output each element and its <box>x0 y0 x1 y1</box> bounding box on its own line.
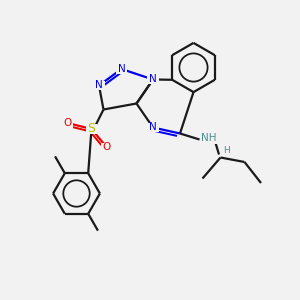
Text: H: H <box>223 146 230 155</box>
Text: NH: NH <box>201 133 216 143</box>
Text: N: N <box>95 80 103 91</box>
Text: S: S <box>88 122 95 136</box>
Bar <box>62 118 73 127</box>
Bar <box>222 147 231 155</box>
Text: N: N <box>118 64 125 74</box>
Bar <box>86 124 97 134</box>
Bar <box>101 142 112 152</box>
Bar <box>147 75 159 84</box>
Bar <box>116 64 127 74</box>
Bar <box>200 135 217 144</box>
Text: O: O <box>102 142 111 152</box>
Text: O: O <box>63 118 72 128</box>
Text: N: N <box>149 122 157 133</box>
Text: N: N <box>149 74 157 85</box>
Bar <box>93 81 105 90</box>
Bar <box>147 123 159 132</box>
